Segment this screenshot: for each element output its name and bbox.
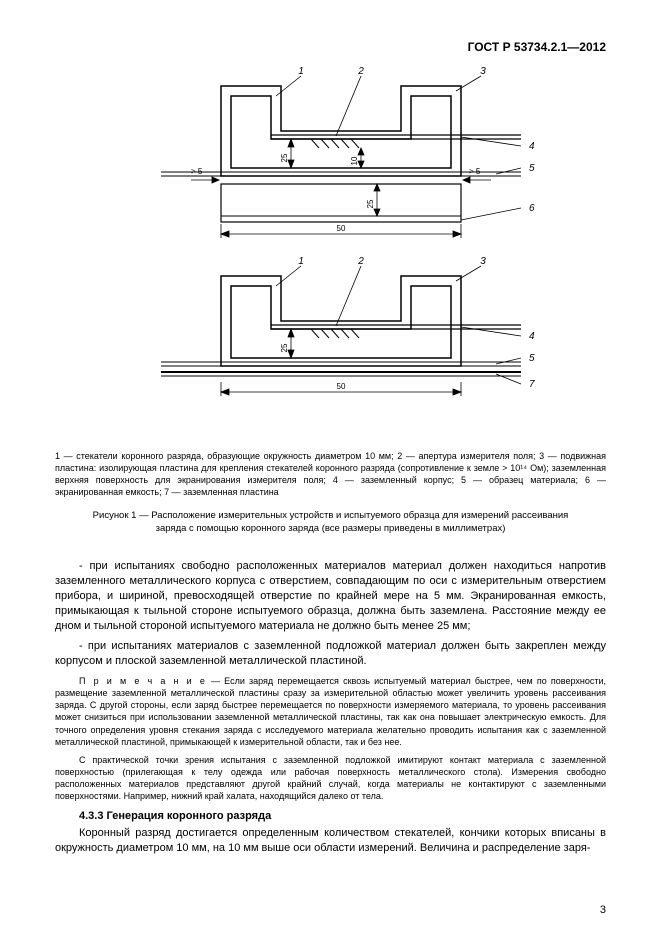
page: ГОСТ Р 53734.2.1—2012 [0,0,661,936]
figure-caption-l1: Рисунок 1 — Расположение измерительных у… [93,510,569,521]
callout-2: 2 [357,66,364,77]
callout-3b: 3 [480,256,486,267]
dim-25a: 25 [280,153,289,162]
note-1-rest: — Если заряд перемещается сквозь испытуе… [55,676,606,747]
callout-2b: 2 [357,256,364,267]
callout-5b: 5 [529,353,535,364]
callout-4: 4 [529,141,535,152]
section-4-3-3-head: 4.3.3 Генерация коронного разряда [55,810,606,822]
dim-gt5-l: > 5 [191,167,203,176]
para-2: - при испытаниях материалов с заземленно… [55,639,606,669]
dim-25b: 25 [366,199,375,208]
figure-1-diagram: 50 25 10 25 [111,66,551,436]
note-1: П р и м е ч а н и е — Если заряд перемещ… [55,675,606,748]
callout-7: 7 [529,379,535,390]
para-3: Коронный разряд достигается определенным… [55,826,606,856]
callout-3: 3 [480,66,486,77]
dim-25a-b: 25 [280,343,289,352]
page-number: 3 [600,904,606,916]
callout-1b: 1 [298,256,304,267]
dim-gt5-r: > 5 [469,167,481,176]
para-1: - при испытаниях свободно расположенных … [55,559,606,633]
callout-4b: 4 [529,331,535,342]
callout-1: 1 [298,66,304,77]
callout-5: 5 [529,163,535,174]
dim-50: 50 [336,224,345,233]
note-2: С практической точки зрения испытания с … [55,754,606,803]
figure-caption-l2: заряда с помощью коронного заряда (все р… [156,523,506,534]
note-label: П р и м е ч а н и е [79,676,207,686]
callout-6: 6 [529,203,535,214]
figure-legend: 1 — стекатели коронного разряда, образую… [55,450,606,499]
figure-caption: Рисунок 1 — Расположение измерительных у… [55,509,606,536]
doc-id: ГОСТ Р 53734.2.1—2012 [55,40,606,54]
dim-10: 10 [350,156,359,165]
dim-50-b: 50 [336,382,345,391]
